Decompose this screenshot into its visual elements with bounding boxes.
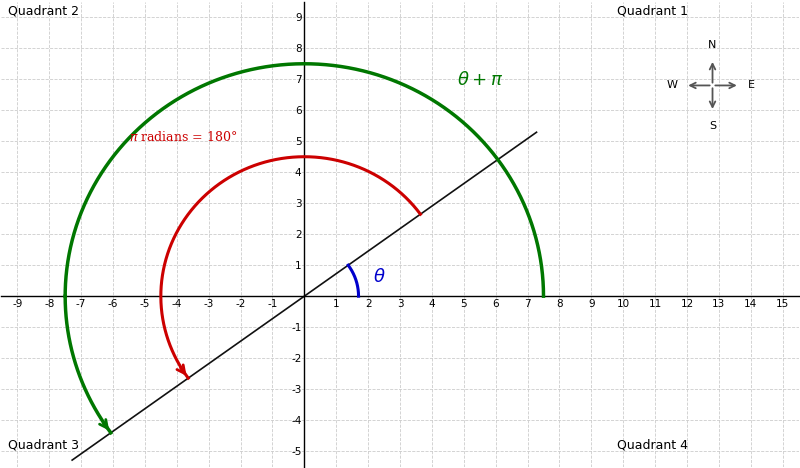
Text: E: E: [747, 80, 754, 90]
Text: W: W: [666, 80, 678, 90]
Text: $\theta$: $\theta$: [373, 268, 386, 286]
Text: $\theta + \pi$: $\theta + \pi$: [458, 72, 503, 89]
Text: Quadrant 2: Quadrant 2: [8, 4, 78, 17]
Text: S: S: [709, 121, 716, 131]
Text: N: N: [708, 40, 717, 50]
Text: $\pi$ radians = 180°: $\pi$ radians = 180°: [129, 130, 237, 144]
Text: Quadrant 1: Quadrant 1: [617, 4, 688, 17]
Text: Quadrant 4: Quadrant 4: [617, 438, 688, 451]
Text: Quadrant 3: Quadrant 3: [8, 438, 78, 451]
